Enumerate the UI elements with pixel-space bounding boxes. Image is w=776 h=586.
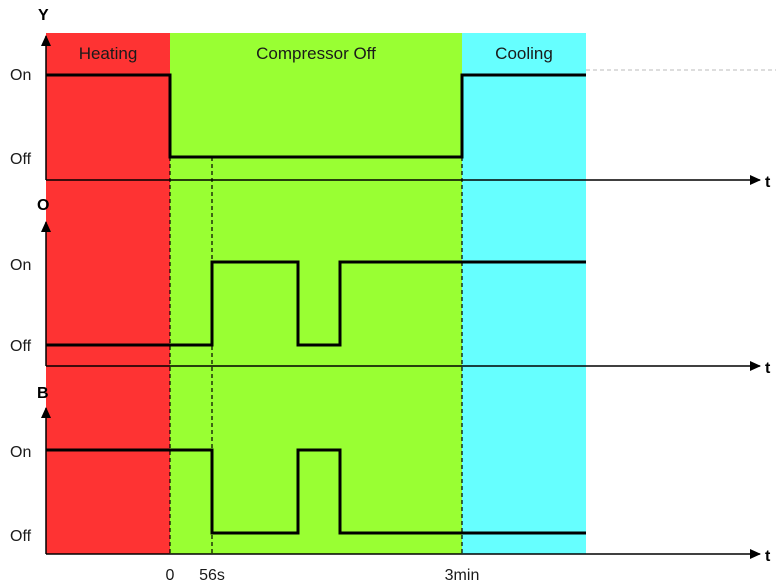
b-off-label: Off xyxy=(10,528,32,545)
b-on-label: On xyxy=(10,444,31,461)
time-56s-label: 56s xyxy=(199,567,225,584)
cooling-region xyxy=(462,33,586,554)
b-signal-waveform xyxy=(46,448,586,535)
y-signal-waveform xyxy=(46,73,586,159)
time-zero-label: 0 xyxy=(166,567,175,584)
compressor-off-label: Compressor Off xyxy=(256,44,376,63)
y-on-label: On xyxy=(10,67,31,84)
heating-region xyxy=(46,33,170,554)
cooling-label: Cooling xyxy=(495,44,553,63)
b-t-axis-label: t xyxy=(765,548,771,565)
y-off-label: Off xyxy=(10,151,32,168)
heating-label: Heating xyxy=(79,44,138,63)
o-axis-label: O xyxy=(37,197,49,214)
compressor-off-region xyxy=(170,33,462,554)
y-axis-label: Y xyxy=(38,7,49,24)
o-t-axis-label: t xyxy=(765,360,771,377)
b-axis-label: B xyxy=(37,385,49,402)
o-on-label: On xyxy=(10,257,31,274)
o-signal-waveform xyxy=(46,260,586,347)
o-off-label: Off xyxy=(10,338,32,355)
time-3min-label: 3min xyxy=(445,567,480,584)
y-t-axis-label: t xyxy=(765,174,771,191)
